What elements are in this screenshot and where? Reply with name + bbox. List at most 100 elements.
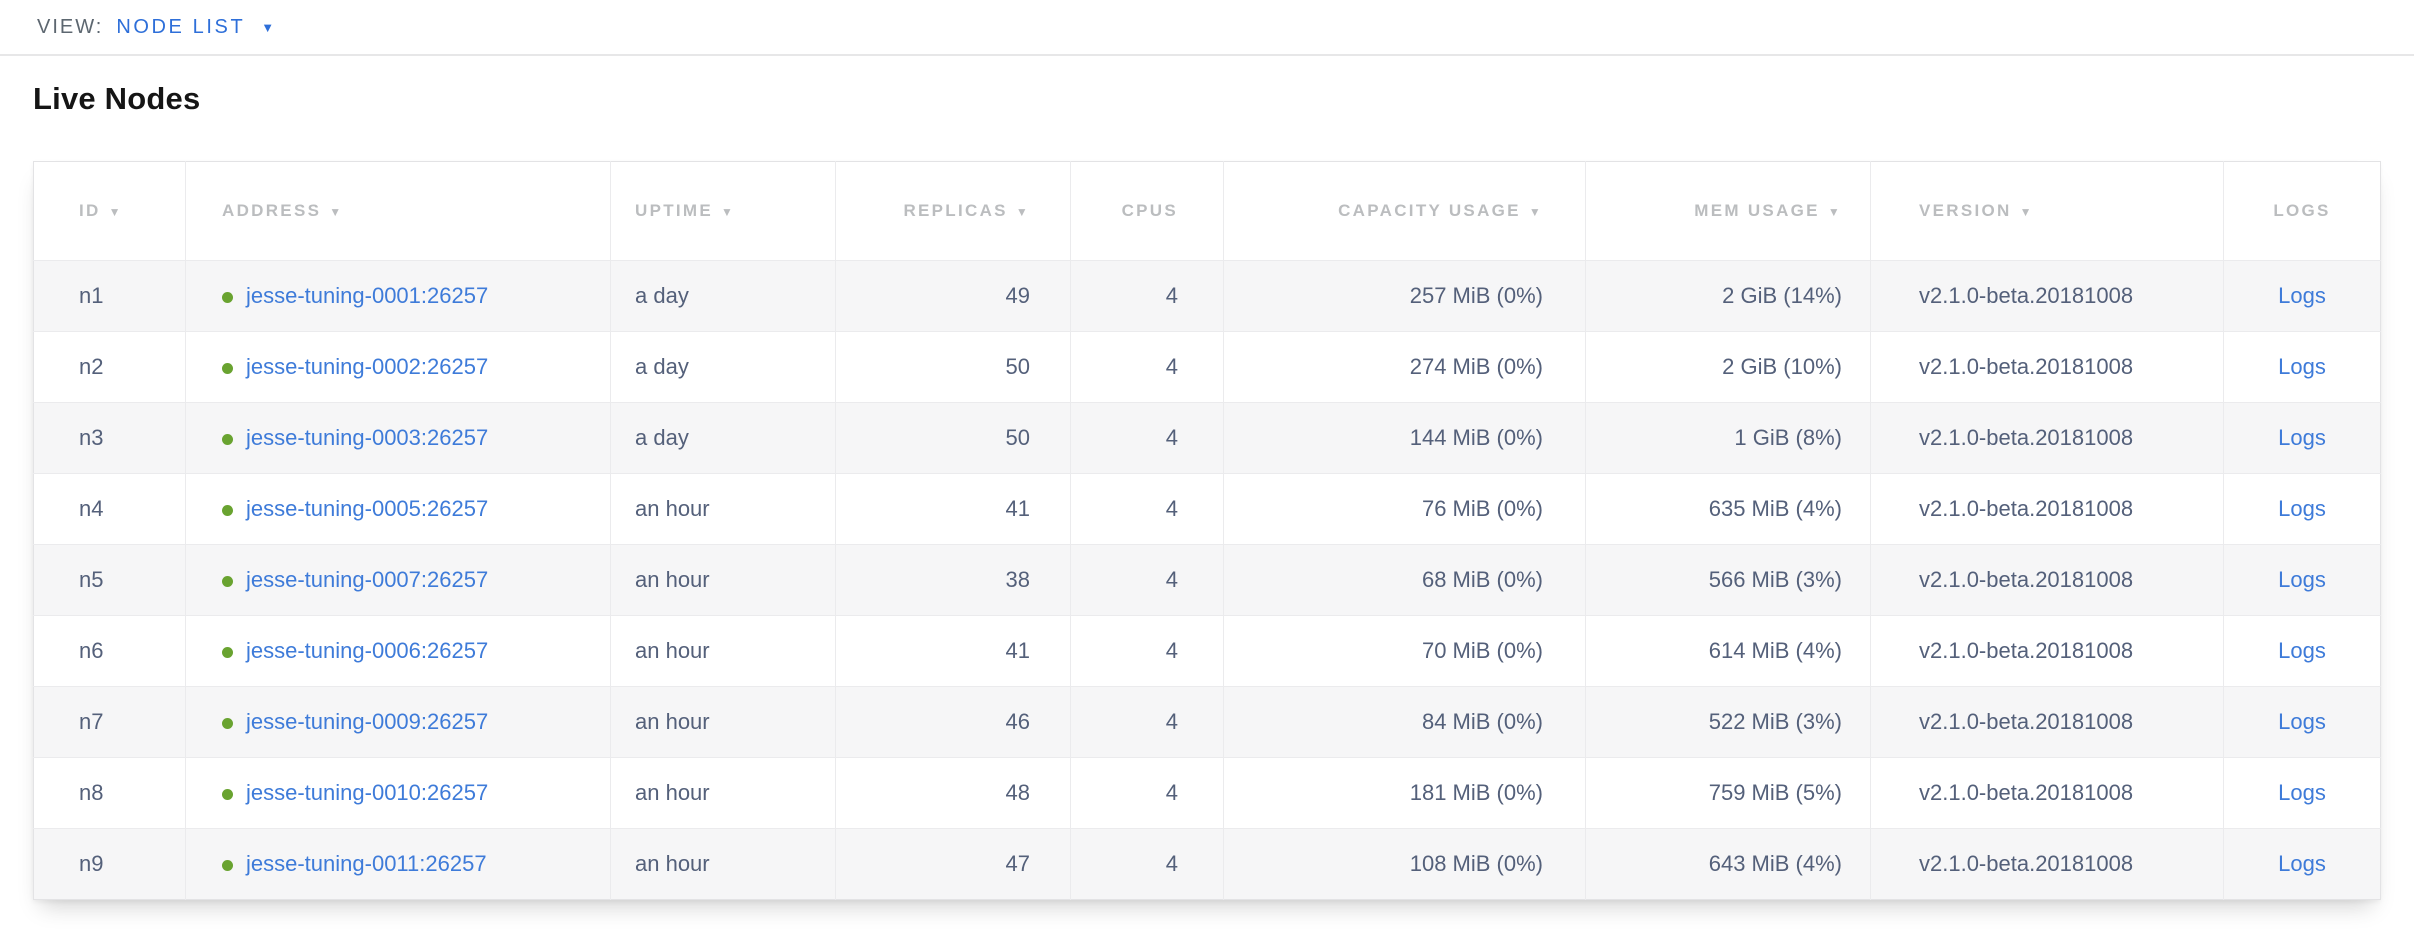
node-row: n7 jesse-tuning-0009:26257 an hour 46 4 84 Mi… [33,686,2381,758]
cell-logs: Logs [2224,829,2381,900]
node-address-link[interactable]: jesse-tuning-0009:26257 [246,709,489,734]
cell-replicas: 50 [835,402,1071,474]
cell-id: n3 [33,402,186,474]
cell-logs: Logs [2223,686,2381,758]
cell-uptime: an hour [610,757,836,829]
col-header-replicas[interactable]: REPLICAS ▼ [835,161,1071,261]
node-address-link[interactable]: jesse-tuning-0001:26257 [246,283,489,308]
node-address-link[interactable]: jesse-tuning-0002:26257 [246,354,489,379]
sort-caret-icon: ▼ [108,205,123,219]
cell-address: jesse-tuning-0001:26257 [185,260,611,332]
node-logs-link[interactable]: Logs [2278,567,2326,592]
col-header-label: ADDRESS [222,201,322,220]
cell-replicas: 38 [835,544,1071,616]
node-row: n1 jesse-tuning-0001:26257 a day 49 4 257 MiB… [33,260,2381,332]
cell-version: v2.1.0-beta.20181008 [1870,260,2224,332]
view-bar: VIEW: NODE LIST ▼ [0,0,2414,56]
node-row: n6 jesse-tuning-0006:26257 an hour 41 4 70 Mi… [33,615,2381,687]
node-address-link[interactable]: jesse-tuning-0005:26257 [246,496,489,521]
node-address-link[interactable]: jesse-tuning-0003:26257 [246,425,489,450]
cell-uptime: an hour [610,615,836,687]
cell-id: n2 [33,331,186,403]
node-logs-link[interactable]: Logs [2278,638,2326,663]
cell-address: jesse-tuning-0007:26257 [185,544,611,616]
cell-address: jesse-tuning-0011:26257 [185,828,611,900]
node-logs-link[interactable]: Logs [2278,709,2326,734]
cell-cpus: 4 [1070,686,1224,758]
cell-id: n7 [33,686,186,758]
node-address-link[interactable]: jesse-tuning-0011:26257 [246,851,487,876]
node-address-link[interactable]: jesse-tuning-0010:26257 [246,780,489,805]
node-address-link[interactable]: jesse-tuning-0007:26257 [246,567,489,592]
cell-uptime: a day [610,260,836,332]
cell-version: v2.1.0-beta.20181008 [1870,686,2224,758]
cell-uptime: an hour [610,828,836,900]
cell-replicas: 41 [835,473,1071,545]
node-logs-link[interactable]: Logs [2278,283,2326,308]
cell-cpus: 4 [1070,757,1224,829]
cell-mem: 614 MiB (4%) [1585,615,1871,687]
col-header-address[interactable]: ADDRESS ▼ [185,161,611,261]
cell-mem: 566 MiB (3%) [1585,544,1871,616]
col-header-label: MEM USAGE [1694,201,1820,220]
col-header-label: LOGS [2273,201,2331,220]
cell-logs: Logs [2223,260,2381,332]
node-health-dot-icon [222,292,233,303]
col-header-uptime[interactable]: UPTIME ▼ [610,161,836,261]
node-health-dot-icon [222,789,233,800]
col-header-id[interactable]: ID ▼ [33,161,186,261]
node-row: n3 jesse-tuning-0003:26257 a day 50 4 144 MiB… [33,402,2381,474]
view-selector-dropdown[interactable]: NODE LIST ▼ [116,16,274,39]
cell-id: n6 [33,615,186,687]
cell-capacity: 257 MiB (0%) [1223,260,1586,332]
sort-caret-icon: ▼ [1827,205,1842,219]
col-header-label: ID [79,201,101,220]
cell-version: v2.1.0-beta.20181008 [1870,544,2224,616]
live-nodes-table: ID ▼ ADDRESS ▼ UPTIME ▼ REPLICAS ▼ CPUS CAPACITY … [33,161,2381,900]
cell-mem: 635 MiB (4%) [1585,473,1871,545]
cell-mem: 1 GiB (8%) [1585,402,1871,474]
cell-replicas: 48 [835,757,1071,829]
nodes-table: ID ▼ ADDRESS ▼ UPTIME ▼ REPLICAS ▼ CPUS CAPACITY … [33,161,2381,900]
node-address-link[interactable]: jesse-tuning-0006:26257 [246,638,489,663]
col-header-label: VERSION [1919,201,2012,220]
cell-capacity: 181 MiB (0%) [1223,757,1586,829]
cell-cpus: 4 [1070,544,1224,616]
view-selected-value: NODE LIST [116,15,246,38]
col-header-label: CPUS [1121,201,1178,220]
cell-cpus: 4 [1070,260,1224,332]
cell-cpus: 4 [1070,331,1224,403]
node-logs-link[interactable]: Logs [2278,425,2326,450]
node-logs-link[interactable]: Logs [2278,851,2326,876]
cell-id: n9 [33,828,186,900]
node-logs-link[interactable]: Logs [2278,354,2326,379]
node-logs-link[interactable]: Logs [2278,780,2326,805]
node-row: n2 jesse-tuning-0002:26257 a day 50 4 274 MiB… [33,331,2381,403]
cell-address: jesse-tuning-0006:26257 [185,615,611,687]
cell-mem: 643 MiB (4%) [1585,828,1871,900]
cell-id: n1 [33,260,186,332]
cell-logs: Logs [2223,331,2381,403]
node-health-dot-icon [222,434,233,445]
node-health-dot-icon [222,860,233,871]
view-label: VIEW: [37,15,104,38]
cell-id: n8 [33,757,186,829]
cell-capacity: 84 MiB (0%) [1223,686,1586,758]
cell-uptime: an hour [610,544,836,616]
node-health-dot-icon [222,505,233,516]
col-header-version[interactable]: VERSION ▼ [1870,161,2224,261]
cell-logs: Logs [2223,402,2381,474]
cell-capacity: 76 MiB (0%) [1223,473,1586,545]
cell-mem: 522 MiB (3%) [1585,686,1871,758]
cell-version: v2.1.0-beta.20181008 [1870,757,2224,829]
cell-version: v2.1.0-beta.20181008 [1870,615,2224,687]
col-header-capacity[interactable]: CAPACITY USAGE ▼ [1223,161,1586,261]
cell-replicas: 46 [835,686,1071,758]
cell-uptime: an hour [610,686,836,758]
sort-caret-icon: ▼ [1528,205,1543,219]
col-header-mem[interactable]: MEM USAGE ▼ [1585,161,1871,261]
cell-id: n5 [33,544,186,616]
cell-id: n4 [33,473,186,545]
node-logs-link[interactable]: Logs [2278,496,2326,521]
cell-uptime: an hour [610,473,836,545]
